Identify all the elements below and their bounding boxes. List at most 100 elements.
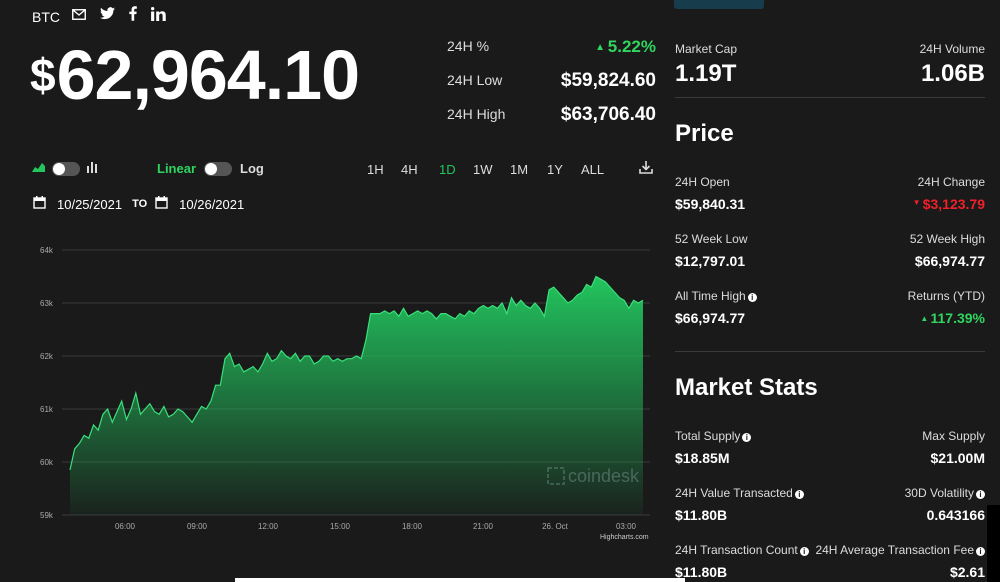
info-icon[interactable]: i bbox=[976, 490, 985, 499]
download-icon[interactable] bbox=[639, 160, 653, 179]
chart-type-toggle[interactable] bbox=[32, 160, 98, 178]
open-value: $59,840.31 bbox=[675, 196, 746, 212]
info-icon[interactable]: i bbox=[976, 547, 985, 556]
info-icon[interactable]: i bbox=[794, 490, 804, 499]
range-1h[interactable]: 1H bbox=[367, 162, 384, 177]
up-arrow-icon: ▲ bbox=[920, 314, 931, 323]
volume-label: 24H Volume bbox=[919, 42, 985, 56]
price-line bbox=[69, 275, 644, 471]
x-tick-label: 12:00 bbox=[258, 522, 279, 531]
y-tick-label: 64k bbox=[40, 246, 54, 255]
ytd-label: Returns (YTD) bbox=[907, 289, 985, 303]
market-stats-title: Market Stats bbox=[675, 374, 818, 401]
scale-switch[interactable] bbox=[204, 161, 233, 176]
x-tick-label: 03:00 bbox=[616, 522, 637, 531]
coindesk-watermark: coindesk bbox=[547, 466, 640, 486]
ytd-value: 117.39% bbox=[930, 310, 986, 326]
max-supply-label: Max Supply bbox=[922, 429, 985, 443]
price-section-title: Price bbox=[675, 120, 734, 147]
highcharts-credit[interactable]: Highcharts.com bbox=[600, 534, 649, 541]
info-icon[interactable]: i bbox=[799, 547, 809, 556]
y-tick-label: 60k bbox=[40, 458, 54, 467]
value-tx-label: 24H Value Transacted bbox=[675, 486, 793, 500]
range-all[interactable]: ALL bbox=[581, 162, 605, 177]
market-cap-label: Market Cap bbox=[675, 42, 738, 56]
ytd-value-wrap: ▲ 117.39% bbox=[920, 310, 985, 326]
wk52-high-label: 52 Week High bbox=[909, 232, 985, 246]
watermark-text: coindesk bbox=[568, 466, 640, 486]
range-1d[interactable]: 1D bbox=[439, 162, 456, 177]
price-currency: $ bbox=[30, 49, 56, 101]
change-value: $3,123.79 bbox=[922, 196, 985, 212]
date-from[interactable]: 10/25/2021 bbox=[57, 196, 123, 212]
x-tick-label: 15:00 bbox=[330, 522, 351, 531]
ath-label: All Time High bbox=[675, 289, 746, 303]
info-icon[interactable]: i bbox=[742, 433, 752, 442]
price-chart[interactable]: 64k 63k 62k 61k 60k 59k 06:00 09:00 12:00 15:00 1… bbox=[0, 225, 660, 545]
log-label[interactable]: Log bbox=[240, 161, 264, 176]
chart-type-switch[interactable] bbox=[52, 162, 80, 176]
linear-label[interactable]: Linear bbox=[157, 161, 197, 176]
tx-count-value: $11.80B bbox=[675, 564, 728, 580]
date-to-label: TO bbox=[132, 198, 148, 210]
calendar-icon[interactable] bbox=[33, 196, 46, 212]
wk52-low-label: 52 Week Low bbox=[675, 232, 748, 246]
total-supply-label: Total Supply bbox=[675, 429, 741, 443]
vol30-label: 30D Volatility bbox=[904, 486, 974, 500]
range-1y[interactable]: 1Y bbox=[547, 162, 563, 177]
avg-fee-label: 24H Average Transaction Fee bbox=[815, 543, 974, 557]
range-1m[interactable]: 1M bbox=[510, 162, 529, 177]
down-arrow-icon: ▼ bbox=[912, 198, 923, 207]
divider bbox=[675, 351, 985, 352]
date-range: 10/25/2021 TO 10/26/2021 bbox=[33, 196, 244, 212]
total-supply-label-wrap: Total Supply i bbox=[675, 429, 752, 443]
value-tx-value: $11.80B bbox=[675, 507, 728, 523]
open-label: 24H Open bbox=[675, 175, 730, 189]
scale-toggle[interactable]: Linear Log bbox=[157, 161, 264, 176]
twitter-icon[interactable] bbox=[100, 7, 115, 25]
avg-fee-value: $2.61 bbox=[949, 564, 985, 580]
value-tx-label-wrap: 24H Value Transacted i bbox=[675, 486, 804, 500]
total-supply-value: $18.85M bbox=[675, 450, 730, 466]
ticker-symbol: BTC bbox=[32, 9, 60, 25]
volume-value: 1.06B bbox=[920, 60, 985, 87]
info-icon[interactable]: i bbox=[747, 293, 757, 302]
tx-count-label-wrap: 24H Transaction Count i bbox=[675, 543, 809, 557]
price-value: 62,964.10 bbox=[56, 36, 360, 114]
pct-label: 24H % bbox=[447, 38, 490, 54]
pct-value: 5.22% bbox=[607, 37, 656, 56]
edge-overlay bbox=[987, 505, 1000, 582]
x-tick-label: 09:00 bbox=[187, 522, 208, 531]
ath-value: $66,974.77 bbox=[675, 310, 746, 326]
y-tick-label: 61k bbox=[40, 405, 54, 414]
vol30-label-wrap: 30D Volatility i bbox=[905, 486, 985, 500]
facebook-icon[interactable] bbox=[129, 6, 137, 26]
date-to[interactable]: 10/26/2021 bbox=[179, 196, 245, 212]
max-supply-value: $21.00M bbox=[930, 450, 985, 466]
market-cap-value: 1.19T bbox=[675, 60, 737, 87]
x-tick-label: 06:00 bbox=[115, 522, 136, 531]
divider bbox=[675, 97, 985, 98]
linkedin-icon[interactable] bbox=[151, 6, 166, 26]
bar-chart-icon bbox=[86, 160, 98, 178]
mail-icon[interactable] bbox=[72, 7, 86, 25]
y-tick-label: 63k bbox=[40, 299, 54, 308]
bottom-scrollbar[interactable] bbox=[235, 578, 685, 582]
range-1w[interactable]: 1W bbox=[473, 162, 493, 177]
share-icons bbox=[72, 6, 166, 26]
ath-label-wrap: All Time High i bbox=[675, 289, 757, 303]
up-arrow-icon: ▲ bbox=[595, 42, 608, 53]
x-tick-label: 26. Oct bbox=[542, 522, 569, 531]
tx-count-label: 24H Transaction Count bbox=[675, 543, 798, 557]
x-tick-label: 18:00 bbox=[402, 522, 423, 531]
high-label: 24H High bbox=[447, 106, 506, 122]
top-banner-fragment[interactable] bbox=[674, 0, 764, 9]
low-label: 24H Low bbox=[447, 72, 503, 88]
x-tick-label: 21:00 bbox=[473, 522, 494, 531]
y-tick-label: 62k bbox=[40, 352, 54, 361]
current-price: $62,964.10 bbox=[30, 40, 360, 110]
range-4h[interactable]: 4H bbox=[401, 162, 418, 177]
avg-fee-label-wrap: 24H Average Transaction Fee i bbox=[815, 543, 985, 557]
high-value: $63,706.40 bbox=[560, 104, 656, 125]
calendar-icon[interactable] bbox=[155, 196, 168, 212]
